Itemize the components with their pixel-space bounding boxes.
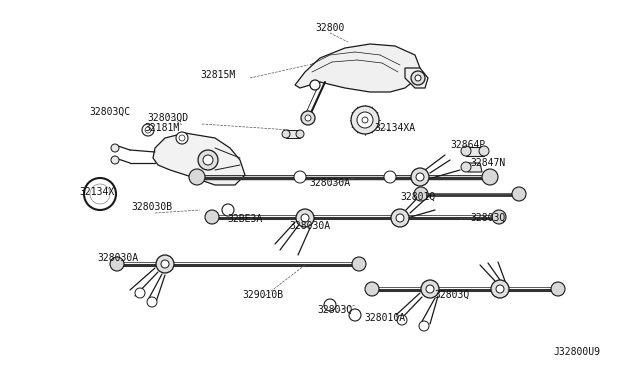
Circle shape <box>461 146 471 156</box>
Text: 328030A: 328030A <box>97 253 139 263</box>
Text: 32803Q: 32803Q <box>435 290 470 300</box>
Polygon shape <box>153 133 245 185</box>
Text: 328030A: 328030A <box>309 178 351 188</box>
Text: 32864P: 32864P <box>451 140 486 150</box>
Circle shape <box>198 150 218 170</box>
Circle shape <box>135 288 145 298</box>
Circle shape <box>411 168 429 186</box>
Circle shape <box>90 184 110 204</box>
Circle shape <box>391 209 409 227</box>
Text: 32801Q: 32801Q <box>401 192 436 202</box>
Circle shape <box>351 106 379 134</box>
Circle shape <box>111 144 119 152</box>
Text: 328010A: 328010A <box>364 313 406 323</box>
Circle shape <box>296 130 304 138</box>
Circle shape <box>84 178 116 210</box>
Circle shape <box>145 127 151 133</box>
Circle shape <box>551 282 565 296</box>
Circle shape <box>176 132 188 144</box>
Polygon shape <box>286 130 300 138</box>
Text: 32803Q: 32803Q <box>317 305 353 315</box>
Text: 32803Q: 32803Q <box>470 213 506 223</box>
Text: 32815M: 32815M <box>200 70 236 80</box>
Text: 32134XA: 32134XA <box>374 123 415 133</box>
Text: 32847N: 32847N <box>470 158 506 168</box>
Polygon shape <box>466 163 482 172</box>
Circle shape <box>111 156 119 164</box>
Circle shape <box>414 187 428 201</box>
Circle shape <box>482 169 498 185</box>
Circle shape <box>496 285 504 293</box>
Polygon shape <box>295 44 420 92</box>
Circle shape <box>396 214 404 222</box>
Circle shape <box>512 187 526 201</box>
Circle shape <box>411 71 425 85</box>
Polygon shape <box>405 68 428 88</box>
Circle shape <box>491 280 509 298</box>
Circle shape <box>301 111 315 125</box>
Circle shape <box>203 155 213 165</box>
Circle shape <box>142 124 154 136</box>
Circle shape <box>294 171 306 183</box>
Circle shape <box>421 280 439 298</box>
Text: J32800U9: J32800U9 <box>554 347 600 357</box>
Text: 329010B: 329010B <box>243 290 284 300</box>
Circle shape <box>479 146 489 156</box>
Circle shape <box>349 309 361 321</box>
Circle shape <box>324 299 336 311</box>
Circle shape <box>161 260 169 268</box>
Text: 32134X: 32134X <box>79 187 115 197</box>
Circle shape <box>357 112 373 128</box>
Circle shape <box>205 210 219 224</box>
Circle shape <box>416 173 424 181</box>
Circle shape <box>492 210 506 224</box>
Circle shape <box>352 257 366 271</box>
Circle shape <box>365 282 379 296</box>
Text: 328030B: 328030B <box>131 202 173 212</box>
Circle shape <box>384 171 396 183</box>
Circle shape <box>222 204 234 216</box>
Text: 32803QC: 32803QC <box>90 107 131 117</box>
Circle shape <box>296 209 314 227</box>
Circle shape <box>147 297 157 307</box>
Circle shape <box>310 80 320 90</box>
Circle shape <box>397 315 407 325</box>
Circle shape <box>156 255 174 273</box>
Circle shape <box>461 162 471 172</box>
Circle shape <box>362 117 368 123</box>
Text: 32BE3A: 32BE3A <box>227 214 262 224</box>
Circle shape <box>110 257 124 271</box>
Circle shape <box>305 115 311 121</box>
Circle shape <box>415 75 421 81</box>
Circle shape <box>189 169 205 185</box>
Text: 328030A: 328030A <box>289 221 331 231</box>
Text: 32800: 32800 <box>316 23 345 33</box>
Circle shape <box>179 135 185 141</box>
Circle shape <box>426 285 434 293</box>
Circle shape <box>282 130 290 138</box>
Text: 32803QD: 32803QD <box>147 113 189 123</box>
Circle shape <box>301 214 309 222</box>
Circle shape <box>419 321 429 331</box>
Text: 32181M: 32181M <box>145 123 180 133</box>
Polygon shape <box>466 147 484 156</box>
